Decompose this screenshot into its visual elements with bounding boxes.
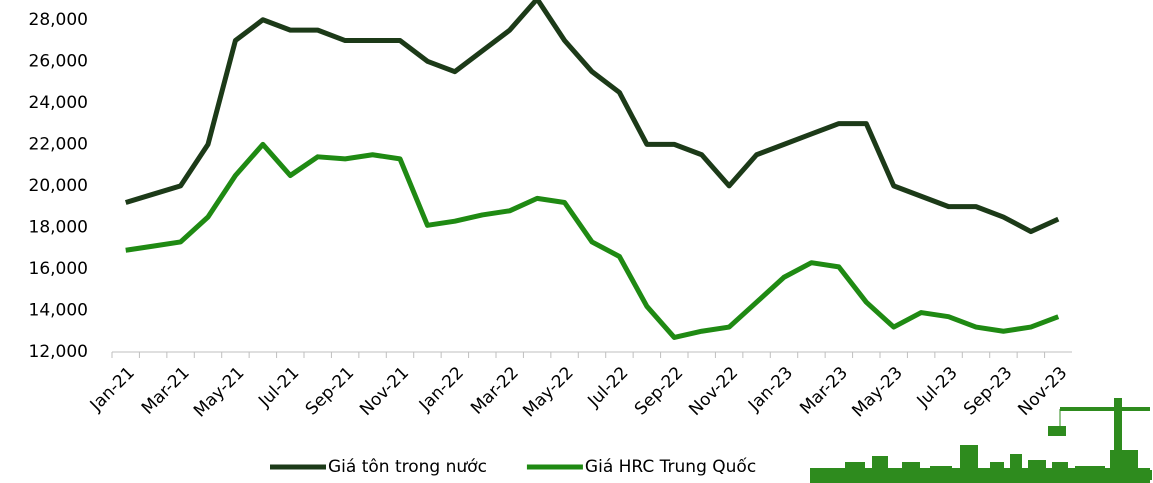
y-tick-label: 20,000 [29,176,88,196]
x-tick-label: Sep-22 [631,363,687,419]
x-tick-label: May-22 [519,363,577,421]
y-tick-label: 26,000 [29,51,88,71]
x-tick-label: Sep-23 [960,363,1016,419]
y-tick-label: 16,000 [29,259,88,279]
skyline-decoration [810,398,1152,483]
x-tick-label: Nov-21 [356,363,413,420]
y-tick-label: 14,000 [29,300,88,320]
x-tick-label: May-23 [848,363,906,421]
x-tick-label: Jul-23 [913,363,962,412]
legend-label: Giá HRC Trung Quốc [585,456,756,477]
x-tick-label: Jul-21 [254,363,303,412]
x-tick-label: Mar-21 [138,363,194,419]
x-tick-label: Nov-23 [1014,363,1071,420]
series-line [124,0,1060,235]
x-tick-label: Mar-22 [467,363,523,419]
x-tick-label: Jul-22 [584,363,633,412]
y-tick-label: 12,000 [29,342,88,362]
y-tick-label: 22,000 [29,134,88,154]
x-tick-label: Jan-21 [86,363,139,416]
y-tick-label: 28,000 [29,10,88,30]
y-tick-label: 24,000 [29,93,88,113]
x-tick-label: Sep-21 [302,363,358,419]
x-tick-label: Mar-23 [796,363,852,419]
x-tick-label: Jan-22 [415,363,468,416]
y-tick-label: 18,000 [29,217,88,237]
series-line [125,141,1060,340]
x-tick-label: Jan-23 [744,363,797,416]
legend-label: Giá tôn trong nước [328,457,487,477]
x-tick-label: Nov-22 [685,363,742,420]
x-tick-label: May-21 [190,363,248,421]
